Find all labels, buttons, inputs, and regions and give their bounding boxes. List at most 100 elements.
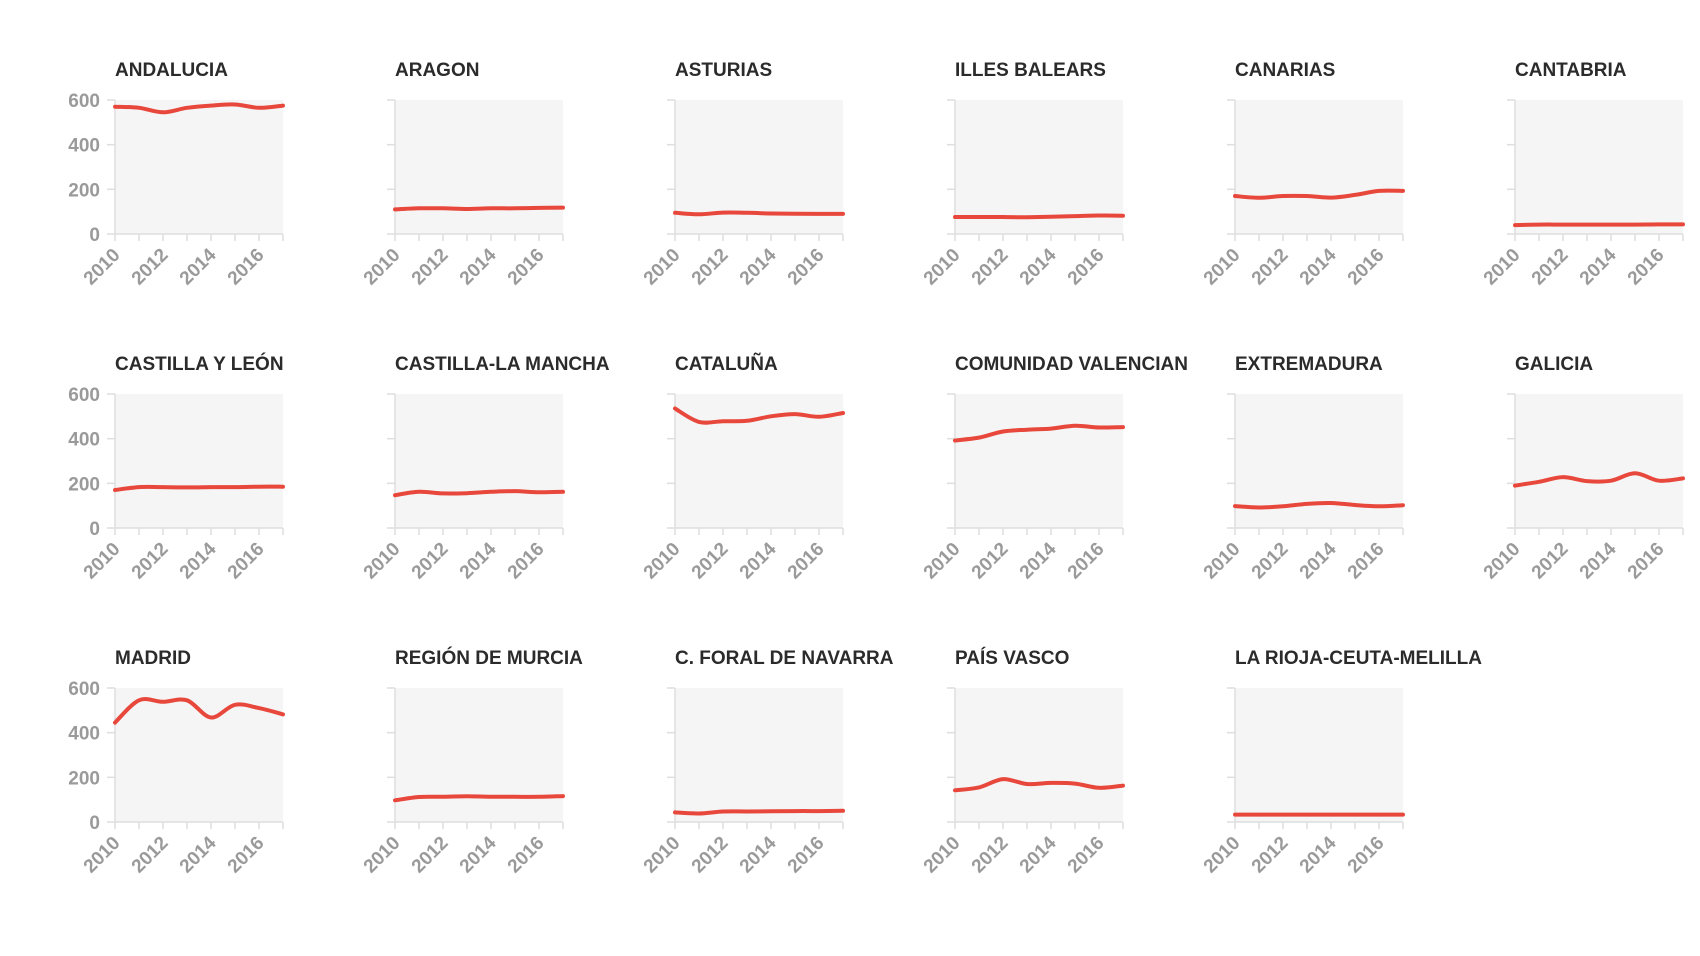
x-tick-label: 2014 bbox=[1296, 832, 1341, 877]
panel-title: EXTREMADURA bbox=[1235, 354, 1383, 375]
series-line bbox=[113, 697, 285, 725]
series-line bbox=[113, 102, 285, 115]
x-tick-label: 2016 bbox=[1624, 245, 1669, 290]
x-tick-label: 2010 bbox=[360, 245, 405, 290]
x-tick-label: 2016 bbox=[224, 245, 269, 290]
y-tick-label: 400 bbox=[68, 724, 100, 745]
x-tick-label: 2012 bbox=[408, 245, 453, 290]
series-line bbox=[953, 423, 1125, 443]
panel-7: CASTILLA-LA MANCHA 2010 2012 2014 2016 bbox=[360, 354, 610, 583]
x-tick-label: 2014 bbox=[1016, 538, 1061, 583]
plot-background bbox=[115, 100, 283, 234]
x-tick-label: 2012 bbox=[968, 833, 1013, 878]
panel-title: CATALUÑA bbox=[675, 353, 778, 375]
panel-title: ILLES BALEARS bbox=[955, 60, 1106, 81]
series-line bbox=[113, 484, 285, 492]
x-tick-label: 2016 bbox=[504, 539, 549, 584]
y-tick-label: 600 bbox=[68, 91, 100, 112]
x-tick-label: 2014 bbox=[176, 832, 221, 877]
series-line bbox=[1233, 188, 1405, 200]
x-tick-label: 2016 bbox=[504, 833, 549, 878]
panel-title: CASTILLA-LA MANCHA bbox=[395, 354, 610, 375]
x-tick-label: 2014 bbox=[456, 538, 501, 583]
x-tick-label: 2010 bbox=[640, 539, 685, 584]
x-tick-label: 2012 bbox=[968, 245, 1013, 290]
panel-14: C. FORAL DE NAVARRA 2010 2012 2014 2016 bbox=[640, 648, 894, 877]
x-tick-label: 2014 bbox=[1576, 538, 1621, 583]
series-line bbox=[1233, 500, 1405, 510]
x-tick-label: 2016 bbox=[784, 539, 829, 584]
x-tick-label: 2016 bbox=[1344, 833, 1389, 878]
x-tick-label: 2010 bbox=[1480, 539, 1525, 584]
plot-background bbox=[395, 100, 563, 234]
x-tick-label: 2014 bbox=[176, 244, 221, 289]
series-line bbox=[1513, 222, 1685, 228]
x-tick-label: 2012 bbox=[408, 833, 453, 878]
x-tick-label: 2016 bbox=[224, 833, 269, 878]
plot-background bbox=[675, 688, 843, 822]
x-tick-label: 2010 bbox=[640, 833, 685, 878]
x-tick-label: 2010 bbox=[920, 245, 965, 290]
y-tick-label: 0 bbox=[89, 519, 100, 540]
panel-title: LA RIOJA-CEUTA-MELILLA bbox=[1235, 648, 1482, 669]
x-tick-label: 2014 bbox=[736, 538, 781, 583]
x-tick-label: 2010 bbox=[1200, 539, 1245, 584]
x-tick-label: 2012 bbox=[688, 539, 733, 584]
x-tick-label: 2014 bbox=[176, 538, 221, 583]
series-line bbox=[393, 794, 565, 803]
plot-background bbox=[955, 100, 1123, 234]
panel-2: ASTURIAS 2010 2012 2014 2016 bbox=[640, 60, 845, 290]
y-tick-label: 200 bbox=[68, 768, 100, 789]
x-tick-label: 2014 bbox=[1296, 538, 1341, 583]
panel-15: PAÍS VASCO 2010 2012 2014 2016 bbox=[920, 647, 1125, 878]
x-tick-label: 2016 bbox=[1344, 245, 1389, 290]
x-tick-label: 2012 bbox=[1528, 245, 1573, 290]
panel-title: ASTURIAS bbox=[675, 60, 772, 81]
series-line bbox=[673, 406, 845, 425]
panel-0: ANDALUCIA 0 200 400 600 2010 2012 2014 2016 bbox=[68, 60, 285, 290]
plot-background bbox=[1235, 100, 1403, 234]
plot-background bbox=[955, 394, 1123, 528]
plot-background bbox=[395, 688, 563, 822]
panel-title: COMUNIDAD VALENCIAN bbox=[955, 354, 1188, 375]
x-tick-label: 2014 bbox=[736, 832, 781, 877]
panel-6: CASTILLA Y LEÓN 0 200 400 600 2010 2012 2014 201… bbox=[68, 353, 285, 583]
panel-5: CANTABRIA 2010 2012 2014 2016 bbox=[1480, 60, 1685, 290]
x-tick-label: 2014 bbox=[1016, 244, 1061, 289]
y-tick-label: 0 bbox=[89, 225, 100, 246]
x-tick-label: 2016 bbox=[784, 833, 829, 878]
x-tick-label: 2012 bbox=[1248, 833, 1293, 878]
x-tick-label: 2012 bbox=[128, 245, 173, 290]
panel-title: CASTILLA Y LEÓN bbox=[115, 353, 284, 375]
plot-background bbox=[115, 394, 283, 528]
x-tick-label: 2010 bbox=[1200, 245, 1245, 290]
x-tick-label: 2010 bbox=[920, 833, 965, 878]
x-tick-label: 2016 bbox=[1064, 833, 1109, 878]
panel-4: CANARIAS 2010 2012 2014 2016 bbox=[1200, 60, 1405, 290]
plot-background bbox=[1515, 100, 1683, 234]
panel-8: CATALUÑA 2010 2012 2014 2016 bbox=[640, 353, 845, 584]
x-tick-label: 2010 bbox=[360, 539, 405, 584]
x-tick-label: 2012 bbox=[128, 833, 173, 878]
series-line bbox=[1513, 471, 1685, 488]
panel-title: MADRID bbox=[115, 648, 191, 669]
panel-title: CANARIAS bbox=[1235, 60, 1335, 81]
panel-1: ARAGON 2010 2012 2014 2016 bbox=[360, 60, 565, 290]
y-tick-label: 0 bbox=[89, 813, 100, 834]
panel-title: GALICIA bbox=[1515, 354, 1593, 375]
x-tick-label: 2014 bbox=[1576, 244, 1621, 289]
x-tick-label: 2016 bbox=[1064, 245, 1109, 290]
series-line bbox=[673, 808, 845, 816]
plot-background bbox=[1235, 688, 1403, 822]
y-tick-label: 200 bbox=[68, 180, 100, 201]
panel-title: ARAGON bbox=[395, 60, 479, 81]
x-tick-label: 2016 bbox=[1344, 539, 1389, 584]
x-tick-label: 2010 bbox=[360, 833, 405, 878]
x-tick-label: 2016 bbox=[784, 245, 829, 290]
panel-12: MADRID 0 200 400 600 2010 2012 2014 2016 bbox=[68, 648, 285, 878]
x-tick-label: 2010 bbox=[80, 833, 125, 878]
series-line bbox=[393, 205, 565, 212]
x-tick-label: 2010 bbox=[1480, 245, 1525, 290]
panel-16: LA RIOJA-CEUTA-MELILLA 2010 2012 2014 2016 bbox=[1200, 648, 1482, 877]
